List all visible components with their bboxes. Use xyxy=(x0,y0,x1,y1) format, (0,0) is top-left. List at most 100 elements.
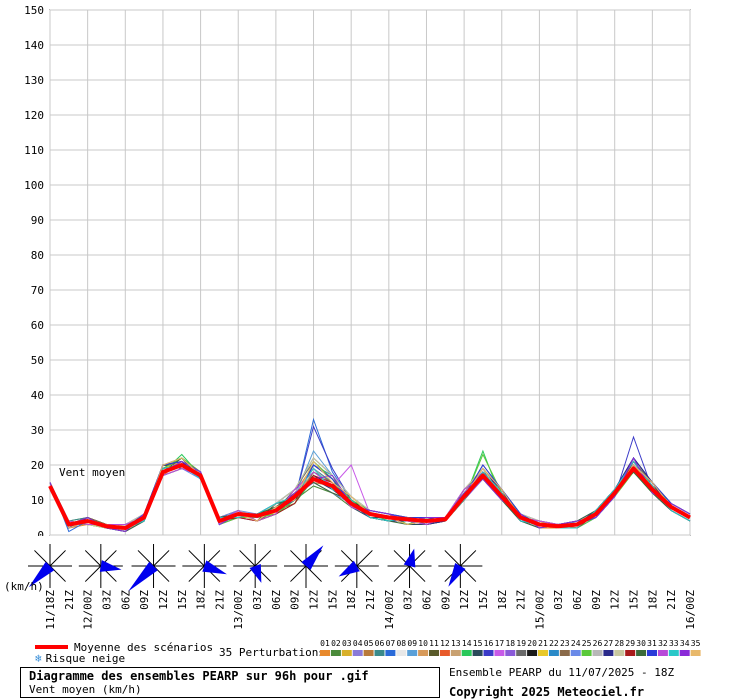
x-tick-label: 18Z xyxy=(496,590,509,610)
x-tick-label: 18Z xyxy=(646,590,659,610)
x-tick-label: 21Z xyxy=(665,590,678,610)
copyright: Copyright 2025 Meteociel.fr xyxy=(449,685,645,699)
perturbation-swatch xyxy=(538,650,548,656)
perturbation-legend: 01 02 03 04 05 06 07 08 09 10 11 12 13 14 15 16 17 18 19 20… xyxy=(320,639,701,656)
perturbation-swatch xyxy=(461,650,472,656)
perturbation-number: 02 xyxy=(331,639,341,648)
x-tick-label: 15Z xyxy=(628,590,641,610)
wind-rose-icon xyxy=(182,544,227,588)
perturbation-swatch xyxy=(516,650,527,656)
y-tick-label: 20 xyxy=(31,459,44,472)
perturbation-number: 05 xyxy=(364,639,374,648)
wind-rose-spoke xyxy=(137,550,154,567)
wind-rose-icon xyxy=(334,544,379,588)
perturbation-swatch xyxy=(636,650,647,656)
wind-rose-petal xyxy=(128,561,158,592)
perturbation-number: 08 xyxy=(396,639,406,648)
mean-series-line xyxy=(48,463,691,530)
x-tick-label: 21Z xyxy=(364,590,377,610)
x-axis-ticks: 11/18Z 21Z 12/00Z 03Z 06Z 09Z 12Z 15Z 18Z 21Z 13/0… xyxy=(44,590,697,630)
y-tick-label: 40 xyxy=(31,389,44,402)
perturbation-number: 32 xyxy=(658,639,668,648)
x-tick-label: 12Z xyxy=(609,590,622,610)
perturbation-swatch xyxy=(396,650,407,656)
y-tick-label: 60 xyxy=(31,319,44,332)
perturbation-number: 19 xyxy=(516,639,526,648)
perturbation-swatch xyxy=(407,650,418,656)
wind-rose-petal xyxy=(202,560,227,575)
perturbation-number: 31 xyxy=(647,639,657,648)
perturbation-number: 17 xyxy=(495,639,505,648)
snowflake-icon: ❄ xyxy=(35,652,42,665)
perturbation-swatch xyxy=(581,650,592,656)
x-tick-label: 15Z xyxy=(477,590,490,610)
x-tick-label: 12/00Z xyxy=(82,590,95,630)
x-tick-label: 03Z xyxy=(100,590,113,610)
wind-rose-icon xyxy=(78,544,123,588)
perturbation-swatch xyxy=(352,650,363,656)
perturbation-number: 09 xyxy=(407,639,417,648)
x-tick-label: 15Z xyxy=(326,590,339,610)
wind-rose-spoke xyxy=(188,565,205,582)
wind-rose-spoke xyxy=(84,565,102,582)
perturbation-number: 27 xyxy=(604,639,614,648)
x-tick-label: 12Z xyxy=(458,590,471,610)
wind-rose-spoke xyxy=(34,550,51,567)
wind-rose-petal xyxy=(99,560,122,572)
perturbation-swatch xyxy=(679,650,690,656)
perturbation-swatch xyxy=(429,650,439,656)
perturbation-number: 33 xyxy=(669,639,679,648)
legend-mean: Moyenne des scénarios xyxy=(35,641,213,654)
y-tick-label: 90 xyxy=(31,214,44,227)
wind-rose-petal xyxy=(249,563,262,583)
wind-rose-spoke xyxy=(239,550,256,567)
wind-rose-spoke xyxy=(305,565,322,582)
y-tick-label: 100 xyxy=(24,179,44,192)
perturbation-swatch xyxy=(647,650,657,656)
perturbation-swatch xyxy=(494,650,505,656)
perturbation-swatch xyxy=(483,650,494,656)
wind-rose-icon xyxy=(387,544,432,588)
x-tick-label: 16/00Z xyxy=(684,590,697,630)
perturbation-number: 16 xyxy=(484,639,494,648)
perturbation-swatch xyxy=(320,650,330,656)
chart-grid xyxy=(49,9,691,536)
y-axis-ticks: 0 10 20 30 40 50 60 70 80 90 100 110 120 130 140 150 xyxy=(24,4,44,542)
perturbation-number: 06 xyxy=(375,639,385,648)
wind-rose-spoke xyxy=(254,550,272,567)
wind-rose-petal xyxy=(301,545,324,570)
perturbation-swatch xyxy=(472,650,483,656)
x-tick-label: 21Z xyxy=(213,590,226,610)
x-tick-label: 15/00Z xyxy=(533,590,546,630)
perturbation-number: 23 xyxy=(560,639,570,648)
y-axis-label: (km/h) xyxy=(4,580,44,593)
perturbation-swatch xyxy=(559,650,570,656)
wind-roses xyxy=(28,544,483,592)
perturbation-swatch xyxy=(527,650,538,656)
wind-rose-spoke xyxy=(153,565,170,582)
y-tick-label: 140 xyxy=(24,39,44,52)
perturbation-number: 26 xyxy=(593,639,603,648)
wind-rose-petal xyxy=(28,561,55,588)
x-tick-label: 14/00Z xyxy=(383,590,396,630)
wind-rose-icon xyxy=(233,544,278,588)
perturbation-swatch xyxy=(418,650,429,656)
x-tick-label: 03Z xyxy=(402,590,415,610)
perturbation-number: 35 xyxy=(691,639,701,648)
wind-rose-spoke xyxy=(84,550,102,567)
perturbation-swatch xyxy=(341,650,352,656)
perturbation-number: 22 xyxy=(549,639,559,648)
perturbation-number: 07 xyxy=(386,639,396,648)
perturbation-number: 18 xyxy=(505,639,515,648)
perturbation-number: 10 xyxy=(418,639,428,648)
x-tick-label: 21Z xyxy=(515,590,528,610)
wind-rose-icon xyxy=(128,544,176,592)
wind-rose-spoke xyxy=(459,550,477,567)
in-plot-label: Vent moyen xyxy=(59,466,125,479)
perturbation-swatch xyxy=(668,650,679,656)
plot-area xyxy=(49,9,691,536)
wind-rose-icon xyxy=(438,544,483,588)
footer-title-box: Diagramme des ensembles PEARP sur 96h po… xyxy=(20,667,440,698)
wind-rose-petal xyxy=(403,548,416,568)
